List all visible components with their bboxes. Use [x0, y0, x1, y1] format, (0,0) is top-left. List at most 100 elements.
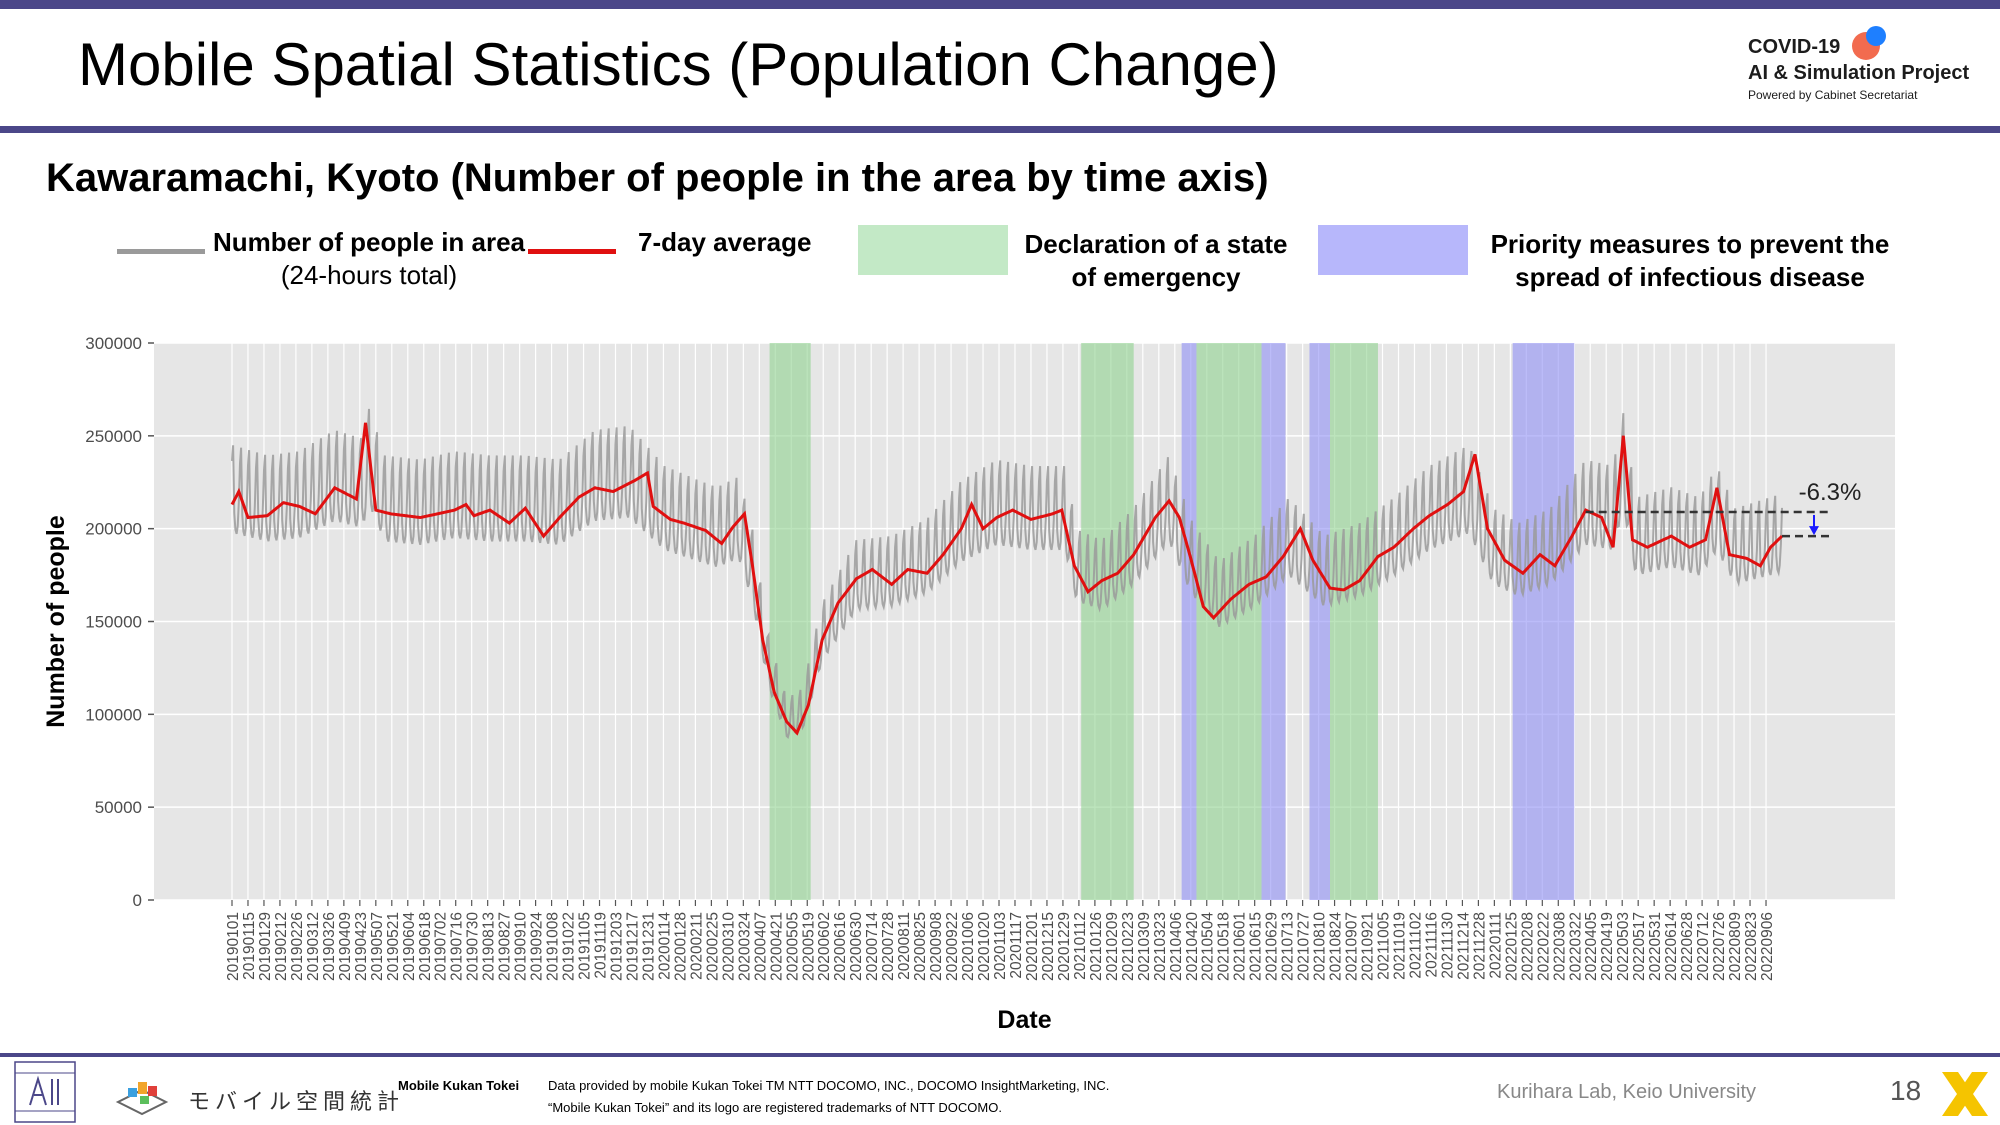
annotation-arrowhead — [1809, 526, 1819, 536]
x-tick-label: 20191217 — [624, 912, 641, 981]
x-tick-label: 20201103 — [992, 912, 1009, 980]
x-tick-label: 20201201 — [1024, 912, 1041, 981]
x-tick-label: 20190618 — [417, 912, 434, 981]
x-tick-label: 20201117 — [1008, 912, 1025, 979]
x-tick-label: 20191008 — [545, 912, 562, 981]
x-tick-label: 20210112 — [1072, 912, 1089, 980]
x-tick-label: 20190212 — [273, 912, 290, 981]
footer-lab-name: Kurihara Lab, Keio University — [1497, 1081, 1757, 1103]
page-title: Mobile Spatial Statistics (Population Ch… — [78, 31, 1279, 98]
x-tick-label: 20200421 — [768, 912, 785, 981]
x-tick-label: 20191231 — [640, 912, 657, 981]
x-tick-label: 20200602 — [816, 912, 833, 981]
top-accent-bar — [0, 0, 2000, 9]
x-tick-label: 20210309 — [1136, 912, 1153, 981]
x-tick-label: 20220503 — [1615, 912, 1632, 981]
x-tick-label: 20211005 — [1376, 912, 1393, 980]
x-tick-label: 20220405 — [1583, 912, 1600, 981]
x-tick-label: 20220125 — [1503, 912, 1520, 981]
footer-brand-en: Mobile Kukan Tokei — [398, 1078, 520, 1093]
legend-priority-line1: Priority measures to prevent the — [1490, 229, 1890, 259]
x-tick-label: 20211228 — [1471, 912, 1488, 980]
x-axis-title: Date — [997, 1006, 1051, 1034]
legend-priority-line2: spread of infectious disease — [1515, 262, 1865, 292]
x-tick-label: 20200407 — [752, 912, 769, 981]
legend-emergency-swatch — [858, 225, 1008, 275]
priority-band — [1261, 343, 1286, 900]
x-tick-label: 20190521 — [385, 912, 402, 981]
priority-band — [1181, 343, 1197, 900]
legend-daily-swatch — [117, 249, 205, 254]
x-tick-label: 20220322 — [1567, 912, 1584, 981]
x-tick-label: 20201006 — [960, 912, 977, 981]
page-number: 18 — [1890, 1075, 1922, 1106]
x-tick-label: 20190129 — [257, 912, 274, 981]
x-tick-label: 20191022 — [561, 912, 578, 981]
x-tick-label: 20210824 — [1328, 912, 1345, 981]
x-tick-label: 20201215 — [1040, 912, 1057, 981]
x-tick-label: 20210727 — [1296, 912, 1313, 981]
x-tick-label: 20200310 — [720, 912, 737, 981]
x-tick-label: 20191203 — [609, 912, 626, 981]
legend-priority-label: Priority measures to prevent the spread … — [1474, 228, 1906, 294]
x-tick-label: 20200114 — [656, 912, 673, 980]
x-tick-label: 20220111 — [1487, 912, 1504, 979]
legend-daily-line2: (24-hours total) — [280, 260, 458, 290]
x-tick-label: 20200211 — [688, 912, 705, 980]
x-tick-label: 20220823 — [1743, 912, 1760, 981]
x-tick-label: 20220222 — [1535, 912, 1552, 981]
x-tick-label: 20211214 — [1455, 912, 1472, 980]
y-tick-label: 150000 — [85, 613, 142, 632]
x-tick-label: 20220208 — [1519, 912, 1536, 981]
x-tick-label: 20220906 — [1759, 912, 1776, 981]
x-tick-label: 20211102 — [1407, 912, 1424, 979]
x-tick-label: 20220712 — [1695, 912, 1712, 981]
x-tick-label: 20191105 — [577, 912, 594, 980]
priority-band — [1309, 343, 1331, 900]
x-tick-label: 20210323 — [1152, 912, 1169, 981]
x-tick-label: 20220726 — [1711, 912, 1728, 981]
legend-daily-label: Number of people in area (24-hours total… — [212, 226, 526, 292]
x-tick-label: 20200519 — [800, 912, 817, 981]
y-tick-label: 200000 — [85, 520, 142, 539]
x-tick-label: 20210601 — [1232, 912, 1249, 981]
footer-credit-1: Data provided by mobile Kukan Tokei TM N… — [548, 1078, 1110, 1093]
x-tick-label: 20201229 — [1056, 912, 1073, 981]
x-tick-label: 20190910 — [513, 912, 530, 981]
header-divider-bar — [0, 126, 2000, 133]
x-tick-label: 20211019 — [1391, 912, 1408, 980]
x-tick-label: 20200922 — [944, 912, 961, 981]
legend-emergency-label: Declaration of a state of emergency — [1010, 228, 1302, 294]
x-tick-label: 20200811 — [896, 912, 913, 980]
x-tick-label: 20190423 — [353, 912, 370, 981]
covid-project-logo: COVID-19 AI & Simulation Project Powered… — [1748, 26, 1988, 102]
x-tick-label: 20190101 — [225, 912, 242, 981]
x-tick-label: 20190409 — [337, 912, 354, 981]
x-tick-label: 20210209 — [1104, 912, 1121, 981]
x-tick-label: 20190226 — [289, 912, 306, 981]
priority-band — [1512, 343, 1575, 900]
footer-divider-bar — [0, 1053, 2000, 1057]
x-tick-label: 20211116 — [1423, 912, 1440, 978]
chart-subtitle: Kawaramachi, Kyoto (Number of people in … — [46, 156, 1269, 200]
x-tick-label: 20220531 — [1647, 912, 1664, 981]
x-tick-label: 20210406 — [1168, 912, 1185, 981]
x-tick-label: 20210615 — [1248, 912, 1265, 981]
x-tick-label: 20200505 — [784, 912, 801, 981]
x-tick-label: 20200908 — [928, 912, 945, 981]
emergency-band — [1196, 343, 1262, 900]
y-tick-label: 100000 — [85, 705, 142, 724]
legend-avg-swatch — [528, 249, 616, 254]
x-tick-label: 20190730 — [465, 912, 482, 981]
x-tick-label: 20210126 — [1088, 912, 1105, 981]
x-tick-label: 20190312 — [305, 912, 322, 981]
x-tick-label: 20190604 — [401, 912, 418, 981]
x-tick-label: 20200825 — [912, 912, 929, 981]
x-tick-label: 20200728 — [880, 912, 897, 981]
logo-line-2: AI & Simulation Project — [1748, 62, 1970, 84]
x-tick-label: 20190507 — [369, 912, 386, 981]
x-tick-label: 20211130 — [1439, 912, 1456, 979]
logo-dots-icon — [1852, 26, 1886, 60]
y-tick-label: 0 — [133, 891, 142, 910]
x-tick-label: 20220308 — [1551, 912, 1568, 981]
